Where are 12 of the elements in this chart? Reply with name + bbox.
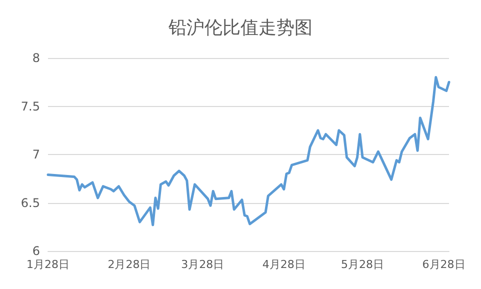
chart-title: 铅沪伦比值走势图	[168, 18, 312, 38]
x-tick-label: 1月28日	[26, 258, 70, 271]
x-tick-label: 6月28日	[422, 258, 466, 271]
y-tick-label: 7	[32, 148, 40, 162]
y-tick-label: 6	[32, 244, 40, 258]
x-tick-label: 5月28日	[341, 258, 384, 271]
x-tick-label: 3月28日	[181, 258, 224, 271]
x-tick-label: 4月28日	[262, 258, 306, 271]
y-tick-label: 7.5	[20, 99, 40, 114]
y-tick-label: 6.5	[20, 196, 40, 210]
x-tick-label: 2月28日	[108, 258, 151, 271]
y-tick-label: 8	[32, 51, 40, 65]
